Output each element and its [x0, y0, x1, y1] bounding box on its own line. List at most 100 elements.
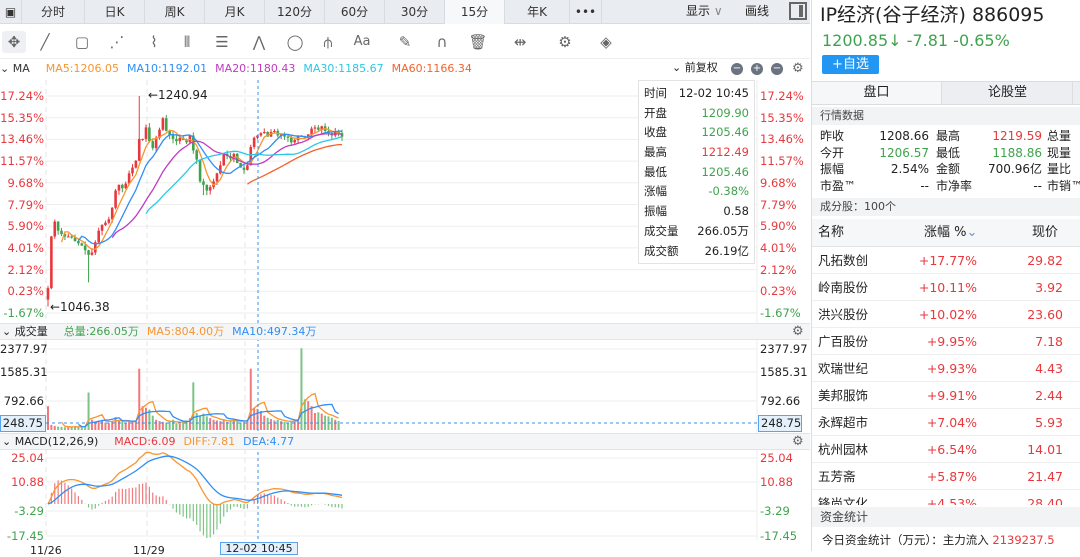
- table-row[interactable]: 锋尚文化 +4.53% 28.40: [812, 490, 1080, 505]
- volume-bar: [199, 415, 202, 430]
- candle-body: [195, 150, 198, 160]
- display-dropdown[interactable]: 显示 ∨: [686, 4, 723, 19]
- rectangle-icon[interactable]: ▢: [74, 33, 90, 51]
- zoom-in-icon[interactable]: +: [751, 63, 763, 75]
- table-row[interactable]: 广百股份 +9.95% 7.18: [812, 328, 1080, 355]
- layers-icon[interactable]: ◈: [600, 33, 612, 51]
- ma-label[interactable]: ⌄ MA: [0, 62, 30, 75]
- wave-icon[interactable]: ⋀: [252, 33, 266, 51]
- tab-period[interactable]: 15分: [445, 0, 505, 24]
- candle-body: [97, 230, 100, 243]
- tab-period[interactable]: 120分: [265, 0, 325, 24]
- trash-icon[interactable]: 🗑: [468, 33, 488, 51]
- col-change-sort[interactable]: 涨幅 %⌄: [924, 225, 978, 240]
- tab-period[interactable]: 年K: [505, 0, 570, 24]
- table-row[interactable]: 岭南股份 +10.11% 3.92: [812, 274, 1080, 301]
- volume-axis-label-right: 2377.97: [760, 342, 808, 356]
- sidebar-toggle-icon[interactable]: ▣: [0, 0, 22, 24]
- stock-name: 锋尚文化: [818, 496, 869, 505]
- candle-body: [273, 130, 276, 133]
- ma-legend-item: MA60:1166.34: [391, 62, 472, 75]
- main-settings-icon[interactable]: ⚙: [792, 61, 804, 76]
- candle-body: [306, 134, 310, 138]
- price-axis-label-left: 2.12%: [7, 262, 44, 277]
- collapse-icon[interactable]: −: [731, 63, 743, 75]
- price-axis-label-left: 13.46%: [0, 132, 44, 147]
- tab-pankou[interactable]: 盘口: [812, 82, 942, 104]
- macd-label[interactable]: ⌄ MACD(12,26,9): [2, 435, 99, 448]
- adjust-dropdown[interactable]: ⌄ 前复权: [672, 61, 718, 74]
- candle-body: [290, 137, 293, 143]
- price-axis-label-right: 4.01%: [760, 240, 797, 255]
- panel-toggle-icon[interactable]: [789, 2, 807, 20]
- diff-line: [47, 451, 343, 506]
- candle-body: [175, 138, 178, 142]
- candle-body: [205, 184, 209, 191]
- stock-name: 杭州园林: [818, 442, 869, 457]
- volume-bar: [111, 421, 114, 430]
- price-axis-label-right: -1.67%: [760, 306, 801, 320]
- magnet-icon[interactable]: ∩: [436, 33, 448, 51]
- chart-canvas[interactable]: [0, 0, 810, 551]
- stock-name: 永辉超市: [818, 415, 869, 430]
- tab-period[interactable]: 日K: [85, 0, 145, 24]
- volume-bar: [87, 392, 90, 430]
- gann-icon[interactable]: ☰: [215, 33, 229, 51]
- col-price[interactable]: 现价: [1032, 225, 1059, 240]
- volume-bar: [53, 425, 56, 430]
- move-icon[interactable]: ✥: [2, 31, 26, 53]
- candle-body: [144, 127, 148, 139]
- tab-period[interactable]: 分时: [22, 0, 85, 24]
- candle-body: [185, 140, 188, 143]
- volume-bar: [286, 422, 289, 430]
- split-icon[interactable]: ⇹: [513, 33, 527, 51]
- tab-period[interactable]: 30分: [385, 0, 445, 24]
- parallel-lines-icon[interactable]: ⦀: [183, 33, 191, 51]
- stock-change: +6.54%: [926, 442, 977, 457]
- table-row[interactable]: 杭州园林 +6.54% 14.01: [812, 436, 1080, 463]
- volume-total: 总量:266.05万: [63, 325, 139, 338]
- panel-tabs: 盘口 论股堂: [812, 81, 1080, 105]
- circle-icon[interactable]: ◯: [286, 33, 304, 51]
- candle-body: [293, 140, 296, 143]
- constituents-table-header: 名称 涨幅 %⌄ 现价: [812, 219, 1080, 247]
- table-row[interactable]: 洪兴股份 +10.02% 23.60: [812, 301, 1080, 328]
- table-row[interactable]: 欢瑞世纪 +9.93% 4.43: [812, 355, 1080, 382]
- volume-axis-label-right: 792.66: [760, 394, 801, 408]
- pitchfork-icon[interactable]: ⫛: [323, 33, 333, 51]
- add-watchlist-button[interactable]: +自选: [822, 55, 879, 74]
- tab-period[interactable]: 月K: [205, 0, 265, 24]
- draw-button[interactable]: 画线: [745, 4, 770, 18]
- tab-period[interactable]: 周K: [145, 0, 205, 24]
- volume-settings-icon[interactable]: ⚙: [792, 324, 804, 339]
- table-row[interactable]: 美邦服饰 +9.91% 2.44: [812, 382, 1080, 409]
- tab-period[interactable]: •••: [570, 0, 602, 24]
- tab-forum[interactable]: 论股堂: [943, 82, 1073, 104]
- market-data-label: 总量: [1047, 129, 1072, 143]
- price-axis-label-left: 5.90%: [7, 219, 44, 234]
- macd-settings-icon[interactable]: ⚙: [792, 434, 804, 449]
- gear-icon[interactable]: ⚙: [558, 33, 572, 51]
- market-data-value: 1188.86: [992, 145, 1042, 160]
- stock-change: +9.95%: [926, 334, 977, 349]
- quote-pct: -0.65%: [953, 31, 1010, 50]
- price-axis-label-left: 9.68%: [7, 175, 44, 190]
- pen-icon[interactable]: ✎: [398, 33, 412, 51]
- stock-name: 五芳斋: [818, 469, 856, 484]
- volume-bar: [138, 368, 141, 430]
- text-icon[interactable]: Aa: [353, 34, 371, 49]
- table-row[interactable]: 凡拓数创 +17.77% 29.82: [812, 247, 1080, 274]
- col-name[interactable]: 名称: [818, 225, 845, 240]
- path-icon[interactable]: ⌇: [150, 33, 158, 51]
- fan-icon[interactable]: ⋰: [109, 33, 125, 51]
- table-row[interactable]: 永辉超市 +7.04% 5.93: [812, 409, 1080, 436]
- market-data-label: 市盈™: [820, 179, 857, 194]
- line-icon[interactable]: ╱: [40, 33, 50, 51]
- table-row[interactable]: 五芳斋 +5.87% 21.47: [812, 463, 1080, 490]
- tab-period[interactable]: 60分: [325, 0, 385, 24]
- volume-label[interactable]: ⌄ 成交量: [2, 325, 48, 338]
- market-data-value: 2.54%: [890, 162, 929, 177]
- dea-line: [47, 455, 343, 505]
- ma5-line: [60, 127, 343, 250]
- zoom-out-icon[interactable]: −: [771, 63, 783, 75]
